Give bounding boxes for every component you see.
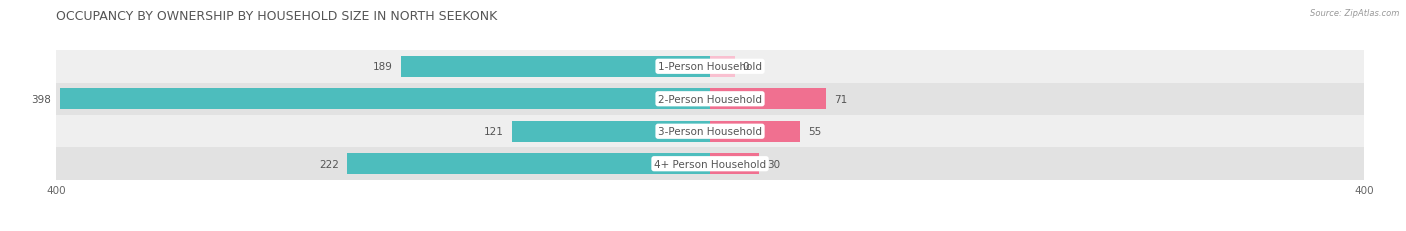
Bar (710, 153, 759, 175)
Bar (512, 121, 710, 142)
Text: 4+ Person Household: 4+ Person Household (654, 159, 766, 169)
Bar (56, 83, 1364, 116)
Bar (56, 116, 1364, 148)
Text: Source: ZipAtlas.com: Source: ZipAtlas.com (1309, 9, 1399, 18)
Bar (56, 51, 1364, 83)
Text: 1-Person Household: 1-Person Household (658, 62, 762, 72)
Text: OCCUPANCY BY OWNERSHIP BY HOUSEHOLD SIZE IN NORTH SEEKONK: OCCUPANCY BY OWNERSHIP BY HOUSEHOLD SIZE… (56, 10, 498, 23)
Text: 222: 222 (319, 159, 339, 169)
Bar (710, 56, 734, 77)
Text: 3-Person Household: 3-Person Household (658, 127, 762, 137)
Text: 2-Person Household: 2-Person Household (658, 94, 762, 104)
Text: 30: 30 (768, 159, 780, 169)
Bar (710, 121, 800, 142)
Text: 0: 0 (742, 62, 749, 72)
Bar (56, 148, 1364, 180)
Text: 121: 121 (484, 127, 505, 137)
Text: 398: 398 (31, 94, 52, 104)
Text: 55: 55 (808, 127, 821, 137)
Text: 189: 189 (373, 62, 392, 72)
Bar (710, 89, 827, 110)
Bar (347, 153, 710, 175)
Text: 71: 71 (834, 94, 848, 104)
Bar (401, 56, 710, 77)
Bar (59, 89, 710, 110)
